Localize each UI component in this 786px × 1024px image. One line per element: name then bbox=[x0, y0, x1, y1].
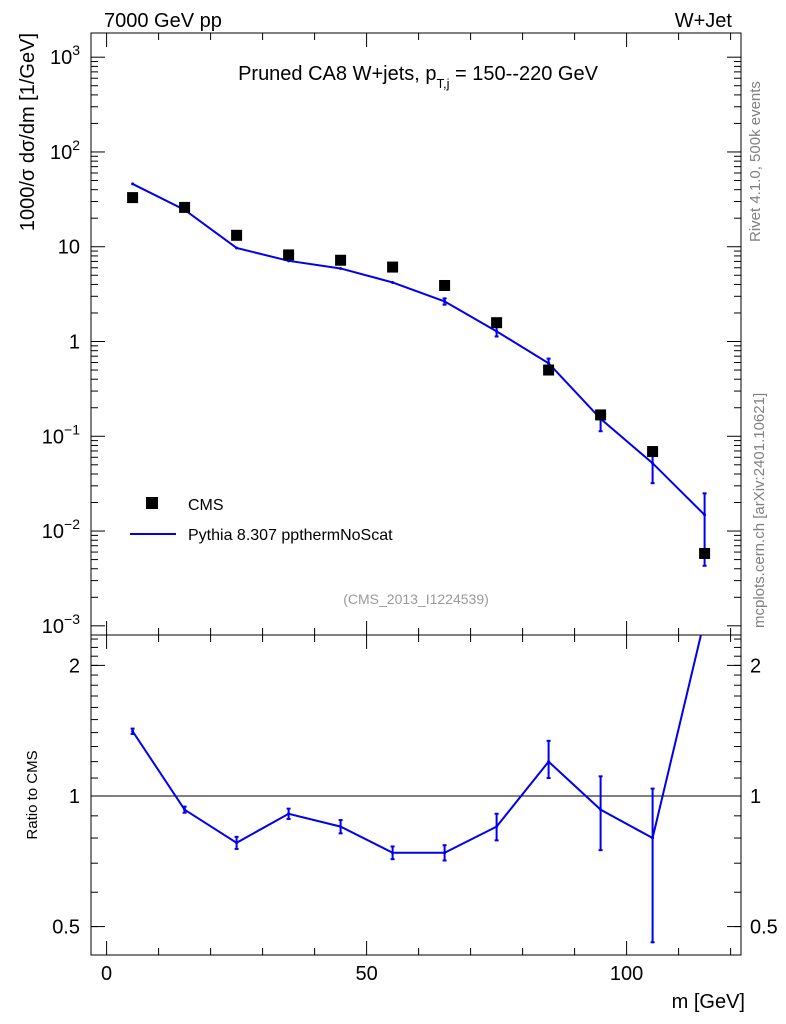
legend-mc-label: Pythia 8.307 ppthermNoScat bbox=[188, 527, 393, 544]
main-y-tick-label: 10−2 bbox=[42, 516, 80, 543]
cms-data-point bbox=[543, 364, 555, 376]
ratio-point bbox=[339, 825, 343, 829]
x-axis-label: m [GeV] bbox=[672, 991, 745, 1013]
legend: CMS Pythia 8.307 ppthermNoScat bbox=[130, 497, 393, 544]
mc-point bbox=[547, 361, 551, 365]
ratio-y-tick-label: 2 bbox=[69, 655, 80, 677]
ratio-axis-ticks: 2 2 1 1 0.5 0.5 bbox=[52, 638, 778, 939]
cms-data-point bbox=[439, 279, 451, 291]
cms-data-point bbox=[127, 192, 139, 204]
cms-data-point bbox=[283, 249, 295, 261]
x-axis-ticks: 0 50 100 bbox=[101, 33, 732, 985]
cms-data-point bbox=[387, 261, 399, 273]
legend-cms-marker bbox=[146, 497, 158, 509]
mc-series-line bbox=[132, 183, 706, 516]
ratio-point bbox=[651, 836, 655, 840]
mc-point bbox=[131, 182, 135, 186]
mc-point bbox=[651, 461, 655, 465]
ratio-y-tick-label: 0.5 bbox=[52, 917, 80, 939]
ratio-series-layer bbox=[130, 634, 702, 944]
mc-point bbox=[443, 299, 447, 303]
main-y-axis-label: 1000/σ dσ/dm [1/GeV] bbox=[17, 33, 39, 231]
ratio-y-tick-label: 1 bbox=[69, 786, 80, 808]
ratio-point bbox=[391, 851, 395, 855]
main-y-tick-label: 10−3 bbox=[42, 611, 80, 638]
ratio-point bbox=[495, 825, 499, 829]
ratio-y-axis-label: Ratio to CMS bbox=[24, 750, 41, 839]
main-y-tick-label: 10 bbox=[58, 237, 80, 259]
cms-data-point bbox=[335, 254, 347, 266]
main-title: Pruned CA8 W+jets, pT,j = 150--220 GeV bbox=[238, 63, 599, 91]
mc-point bbox=[339, 266, 343, 270]
mcplots-label: mcplots.cern.ch [arXiv:2401.10621] bbox=[751, 392, 768, 628]
main-y-tick-label: 102 bbox=[50, 137, 80, 164]
ratio-point bbox=[443, 851, 447, 855]
ratio-point bbox=[547, 760, 551, 764]
ratio-point bbox=[131, 729, 135, 733]
main-y-tick-label: 103 bbox=[50, 42, 80, 69]
x-tick-label: 100 bbox=[610, 963, 643, 985]
main-y-tick-label: 10−1 bbox=[42, 421, 80, 448]
cms-data-point bbox=[647, 446, 659, 458]
ratio-point bbox=[599, 808, 603, 812]
cms-data-point bbox=[699, 547, 711, 559]
mc-point bbox=[235, 246, 239, 250]
ratio-y-tick-label-right: 1 bbox=[750, 786, 761, 808]
x-tick-label: 50 bbox=[355, 963, 377, 985]
ratio-y-tick-label-right: 0.5 bbox=[750, 917, 778, 939]
ratio-point bbox=[183, 808, 187, 812]
main-series-layer bbox=[127, 182, 711, 567]
analysis-watermark: (CMS_2013_I1224539) bbox=[343, 591, 489, 607]
ratio-point bbox=[235, 841, 239, 845]
legend-cms-label: CMS bbox=[188, 497, 224, 514]
cms-data-point bbox=[231, 229, 243, 241]
header-energy: 7000 GeV pp bbox=[104, 10, 222, 32]
cms-data-point bbox=[491, 317, 503, 329]
main-y-tick-label: 1 bbox=[69, 332, 80, 354]
ratio-panel-frame bbox=[90, 634, 742, 956]
mc-point bbox=[703, 513, 707, 517]
ratio-point bbox=[287, 812, 291, 816]
cms-data-point bbox=[179, 201, 191, 213]
main-panel-frame bbox=[90, 32, 742, 636]
header-process: W+Jet bbox=[674, 10, 732, 32]
mc-point bbox=[391, 280, 395, 284]
ratio-y-tick-label-right: 2 bbox=[750, 655, 761, 677]
rivet-label: Rivet 4.1.0, 500k events bbox=[747, 81, 764, 242]
x-tick-label: 0 bbox=[101, 963, 112, 985]
mc-point bbox=[495, 329, 499, 333]
cms-data-point bbox=[595, 409, 607, 421]
ratio-series-line bbox=[131, 634, 702, 854]
